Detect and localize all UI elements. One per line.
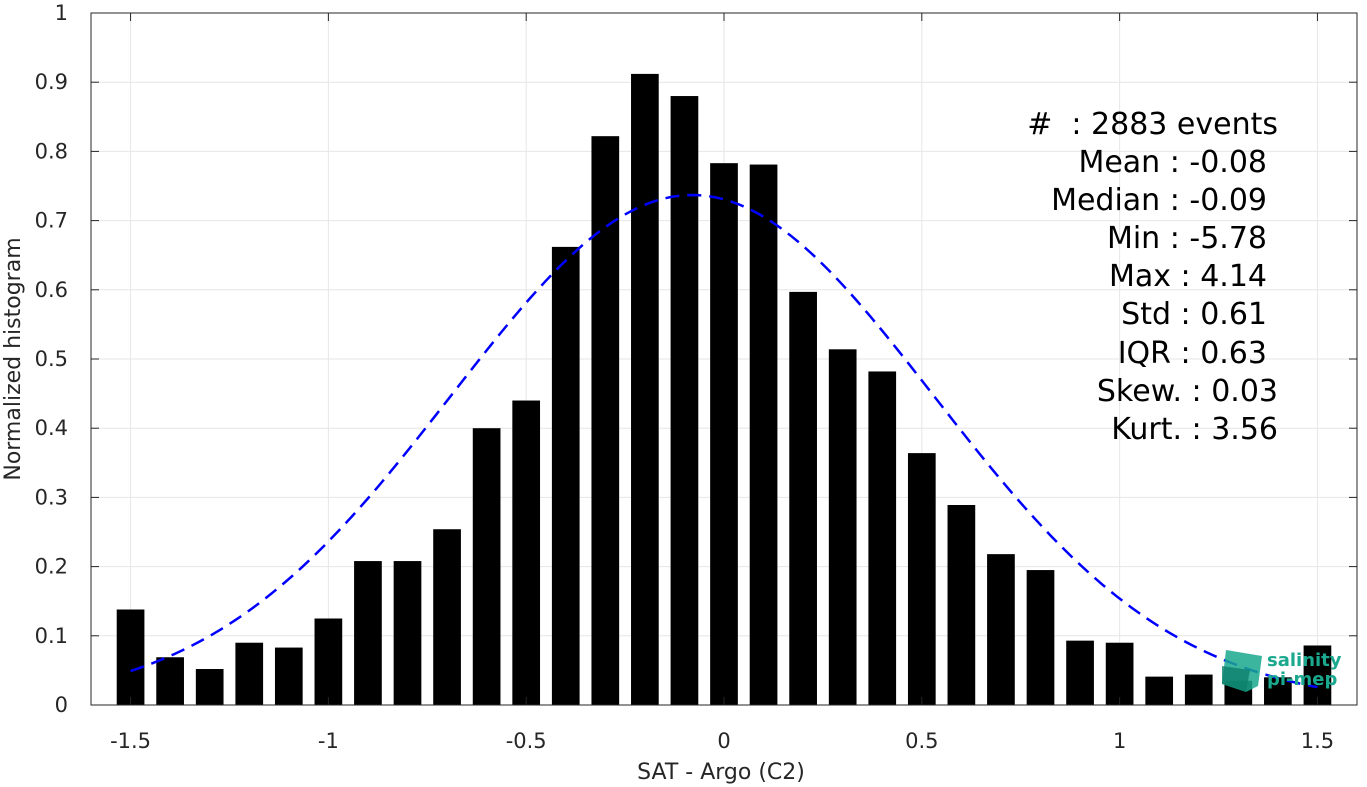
histogram-bar (433, 529, 461, 705)
y-tick-label: 0.9 (35, 70, 68, 94)
histogram-bar (907, 453, 936, 705)
y-tick-label: 0.5 (35, 347, 68, 371)
stat-median: Median : -0.09 (1051, 183, 1267, 218)
y-tick-label: 1 (55, 1, 68, 25)
histogram-bar (789, 291, 817, 705)
stat-mean: Mean : -0.08 (1078, 145, 1267, 180)
statistics-box: # : 2883 events Mean : -0.08 Median : -0… (1027, 107, 1278, 447)
x-tick-label: -0.5 (506, 729, 547, 753)
histogram-bar (1026, 570, 1055, 705)
histogram-bar (710, 163, 738, 705)
y-tick-label: 0.3 (35, 485, 68, 509)
histogram-bar (393, 561, 422, 705)
histogram-bars (116, 73, 1332, 706)
y-axis-label: Normalized histogram (1, 237, 26, 480)
logo-line2: pi-mep (1267, 669, 1337, 690)
histogram-bar (947, 505, 976, 705)
histogram-bar (472, 428, 501, 705)
x-tick-label: 1.5 (1301, 729, 1334, 753)
x-tick-label: 1 (1113, 729, 1126, 753)
histogram-bar (235, 642, 264, 705)
normal-fit-curve (130, 193, 1318, 689)
x-tick-label: -1 (318, 729, 339, 753)
salinity-pi-mep-logo: salinity pi-mep (1222, 650, 1342, 692)
y-tick-label: 0.6 (35, 278, 68, 302)
stat-min: Min : -5.78 (1107, 221, 1267, 256)
histogram-bar (1303, 645, 1332, 705)
stat-std: Std : 0.61 (1121, 297, 1267, 332)
histogram-bar (314, 618, 343, 705)
y-tick-label: 0.2 (35, 555, 68, 579)
histogram-bar (156, 657, 184, 705)
histogram-bar (1184, 674, 1213, 705)
x-tick-label: -1.5 (110, 729, 151, 753)
histogram-bar (1264, 677, 1292, 705)
histogram-bar (591, 136, 620, 705)
x-axis-ticks: -1.5 -1 -0.5 0 0.5 1 1.5 (110, 13, 1334, 753)
stat-iqr: IQR : 0.63 (1118, 336, 1267, 371)
x-tick-label: 0 (717, 729, 730, 753)
histogram-bar (512, 400, 541, 705)
y-tick-label: 0.8 (35, 139, 68, 163)
y-tick-label: 0.1 (35, 624, 68, 648)
histogram-bar (354, 561, 382, 705)
histogram-bar (987, 554, 1015, 705)
x-tick-label: 0.5 (905, 729, 938, 753)
y-tick-label: 0.4 (35, 416, 68, 440)
stat-kurt: Kurt. : 3.56 (1111, 412, 1278, 447)
y-axis-ticks: 0 0.1 0.2 0.3 0.4 0.5 0.6 0.7 0.8 0.9 1 (35, 1, 1357, 717)
stat-events: # : 2883 events (1027, 107, 1278, 142)
histogram-bar (1145, 676, 1174, 705)
logo-mark-shade-icon (1222, 666, 1250, 692)
histogram-bar (631, 73, 659, 705)
histogram-bar (749, 164, 778, 706)
histogram-bar (828, 349, 857, 705)
histogram-bar (116, 609, 145, 705)
y-tick-label: 0.7 (35, 209, 68, 233)
stat-skew: Skew. : 0.03 (1097, 374, 1278, 409)
logo-line1: salinity (1267, 650, 1342, 671)
histogram-bar (551, 246, 580, 705)
stat-max: Max : 4.14 (1109, 259, 1267, 294)
histogram-bar (670, 96, 699, 706)
histogram-bar (1066, 640, 1094, 705)
y-tick-label: 0 (55, 693, 68, 717)
x-axis-label: SAT - Argo (C2) (637, 760, 805, 785)
histogram-bar (868, 371, 897, 705)
histogram-bar (195, 669, 224, 705)
histogram-bar (1105, 642, 1134, 705)
histogram-bar (274, 647, 303, 705)
